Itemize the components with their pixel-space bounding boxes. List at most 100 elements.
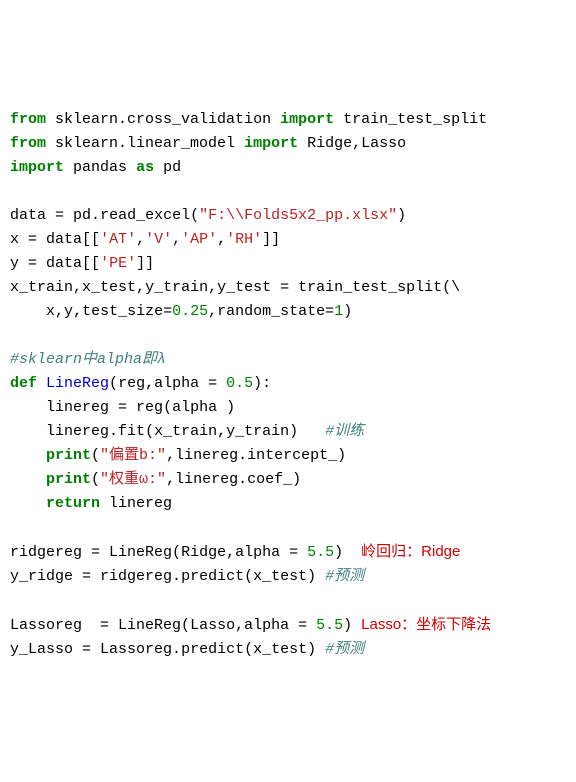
identifier: Lasso [190,617,235,634]
string-literal: 'PE' [100,255,136,272]
identifier: alpha [172,399,217,416]
blank-line [10,592,19,609]
number-literal: 0.25 [172,303,208,320]
blank-line [10,183,19,200]
identifier: linereg [46,423,109,440]
code-line: ridgereg = LineReg(Ridge,alpha = 5.5) 岭回… [10,544,460,561]
kwarg: random_state [217,303,325,320]
keyword-print: print [46,447,91,464]
code-line: linereg = reg(alpha ) [10,399,235,416]
identifier: linereg [175,447,238,464]
annotation: 岭回归：Ridge [361,543,460,560]
number-literal: 0.5 [226,375,253,392]
string-literal: "F:\\Folds5x2_pp.xlsx" [199,207,397,224]
identifier: ridgereg [100,568,172,585]
code-line: def LineReg(reg,alpha = 0.5): [10,375,271,392]
identifier: train_test_split [298,279,442,296]
code-block: from sklearn.cross_validation import tra… [10,108,566,662]
param: reg [118,375,145,392]
method: predict [181,641,244,658]
code-line: from sklearn.cross_validation import tra… [10,111,487,128]
identifier: ridgereg [10,544,82,561]
method: predict [181,568,244,585]
identifier: x_train [154,423,217,440]
code-line: data = pd.read_excel("F:\\Folds5x2_pp.xl… [10,207,406,224]
identifier: LineReg [118,617,181,634]
kwarg: alpha [244,617,289,634]
identifier: LineReg [109,544,172,561]
string-literal: 'V' [145,231,172,248]
code-line: y_Lasso = Lassoreg.predict(x_test) #预测 [10,641,364,658]
code-line: return linereg [10,495,172,512]
identifier: Ridge [181,544,226,561]
module: pandas [73,159,127,176]
identifier: y_test [217,279,271,296]
code-line: import pandas as pd [10,159,181,176]
alias: pd [163,159,181,176]
attr: coef_ [247,471,292,488]
code-line: linereg.fit(x_train,y_train) #训练 [10,423,364,440]
identifier: y_ridge [10,568,73,585]
function-name: LineReg [46,375,109,392]
identifier: x_train [10,279,73,296]
identifier: linereg [109,495,172,512]
identifier: x_test [253,641,307,658]
code-line: y_ridge = ridgereg.predict(x_test) #预测 [10,568,364,585]
number-literal: 5.5 [307,544,334,561]
identifier: Lasso [361,135,406,152]
comment: #训练 [325,423,364,440]
comment: #预测 [325,641,364,658]
identifier: train_test_split [343,111,487,128]
identifier: y_Lasso [10,641,73,658]
string-literal: 'RH' [226,231,262,248]
identifier: y_train [145,279,208,296]
attr: intercept_ [247,447,337,464]
keyword-def: def [10,375,37,392]
code-line: y = data[['PE']] [10,255,154,272]
code-line: Lassoreg = LineReg(Lasso,alpha = 5.5) La… [10,617,491,634]
identifier: data [10,207,46,224]
annotation: Lasso：坐标下降法 [361,616,491,633]
code-line: #sklearn中alpha即λ [10,351,166,368]
keyword-from: from [10,135,46,152]
keyword-import: import [244,135,298,152]
method: read_excel [100,207,190,224]
identifier: Lassoreg [100,641,172,658]
string-literal: 'AP' [181,231,217,248]
comment: #sklearn中alpha即λ [10,351,166,368]
code-line: print("权重ω:",linereg.coef_) [10,471,301,488]
comment: #预测 [325,568,364,585]
identifier: y_train [226,423,289,440]
kwarg: test_size [82,303,163,320]
identifier: x_test [253,568,307,585]
identifier: linereg [175,471,238,488]
param: alpha [154,375,199,392]
code-line: print("偏置b:",linereg.intercept_) [10,447,346,464]
string-literal: 'AT' [100,231,136,248]
code-line: x,y,test_size=0.25,random_state=1) [10,303,352,320]
blank-line [10,327,19,344]
identifier: pd [73,207,91,224]
code-line: from sklearn.linear_model import Ridge,L… [10,135,406,152]
string-literal: "权重ω:" [100,471,166,488]
identifier: data [46,231,82,248]
keyword-import: import [10,159,64,176]
number-literal: 1 [334,303,343,320]
code-line: x_train,x_test,y_train,y_test = train_te… [10,279,460,296]
module: sklearn.cross_validation [55,111,271,128]
keyword-return: return [46,495,100,512]
keyword-from: from [10,111,46,128]
identifier: reg [136,399,163,416]
identifier: Ridge [307,135,352,152]
module: sklearn.linear_model [55,135,235,152]
kwarg: alpha [235,544,280,561]
blank-line [10,519,19,536]
identifier: x_test [82,279,136,296]
keyword-print: print [46,471,91,488]
identifier: x [10,231,19,248]
identifier: linereg [46,399,109,416]
identifier: y [10,255,19,272]
identifier: y [64,303,73,320]
method: fit [118,423,145,440]
code-line: x = data[['AT','V','AP','RH']] [10,231,280,248]
